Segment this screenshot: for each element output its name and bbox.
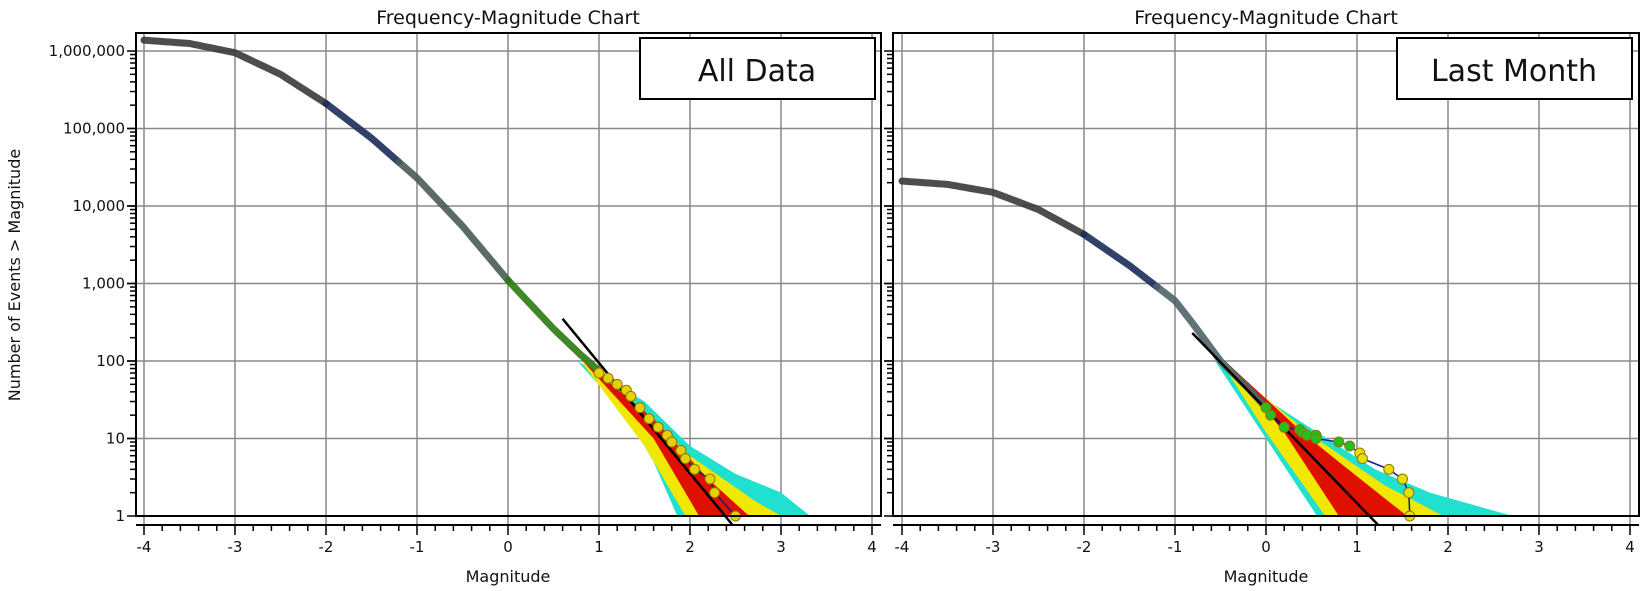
left-chart-plot: -4 -3 -2 -1 0 1 2 3 4 1 10 100 1,000 10,000 100,000 1,0… xyxy=(49,32,882,556)
data-point xyxy=(679,453,691,465)
data-point xyxy=(1265,409,1277,421)
cumulative-curve-segment xyxy=(140,36,330,108)
data-point xyxy=(689,463,701,475)
y-tick-label: 1,000,000 xyxy=(49,42,125,60)
data-point xyxy=(1397,473,1408,485)
left-chart-title: Frequency-Magnitude Chart xyxy=(376,7,640,29)
all-data-label: All Data xyxy=(698,54,816,89)
data-point xyxy=(625,390,637,402)
data-point xyxy=(1310,433,1322,444)
x-tick-label: 4 xyxy=(867,538,877,556)
plot-frame xyxy=(135,32,882,517)
x-tick-label: 2 xyxy=(685,538,695,556)
last-month-label-box xyxy=(1396,37,1633,100)
data-point xyxy=(1301,429,1313,441)
y-tick-label: 100,000 xyxy=(63,120,125,138)
data-point xyxy=(1333,436,1345,448)
right-x-axis-label: Magnitude xyxy=(1224,567,1309,586)
data-point xyxy=(1356,453,1368,465)
data-point xyxy=(666,436,678,448)
data-point xyxy=(611,378,623,390)
x-tick-label: 3 xyxy=(776,538,786,556)
y-tick-label: 10 xyxy=(106,430,125,448)
data-point xyxy=(643,413,655,425)
data-point xyxy=(1278,421,1290,433)
cumulative-curve-segment xyxy=(1080,230,1161,291)
last-month-label: Last Month xyxy=(1431,54,1597,89)
data-point xyxy=(1403,487,1415,499)
x-tick-label: -2 xyxy=(319,538,334,556)
y-tick-label: 100 xyxy=(96,352,125,370)
y-axis-label: Number of Events > Magnitude xyxy=(5,149,24,401)
data-point xyxy=(1383,463,1395,475)
x-tick-label: 1 xyxy=(1352,538,1362,556)
data-point xyxy=(602,372,614,384)
x-tick-label: -4 xyxy=(895,538,910,556)
y-tick-label: 1,000 xyxy=(82,275,125,293)
data-point xyxy=(652,421,664,433)
x-tick-label: 4 xyxy=(1625,538,1635,556)
cumulative-curve-segment xyxy=(898,177,1088,238)
x-tick-label: -4 xyxy=(137,538,152,556)
plot-frame xyxy=(892,32,1640,517)
plot-content xyxy=(140,36,811,525)
data-point xyxy=(675,445,687,457)
right-chart-title: Frequency-Magnitude Chart xyxy=(1134,7,1398,29)
all-data-label-box xyxy=(639,37,876,100)
x-tick-label: 0 xyxy=(503,538,513,556)
data-point xyxy=(1344,440,1356,452)
left-x-axis-label: Magnitude xyxy=(466,567,551,586)
x-tick-label: 1 xyxy=(594,538,604,556)
data-point xyxy=(634,402,646,414)
x-tick-label: -2 xyxy=(1077,538,1092,556)
x-tick-label: 2 xyxy=(1443,538,1453,556)
cumulative-curve-segment xyxy=(395,158,512,284)
y-tick-label: 1 xyxy=(115,507,125,525)
right-chart-plot: -4 -3 -2 -1 0 1 2 3 4 xyxy=(884,32,1640,556)
x-tick-label: -1 xyxy=(410,538,425,556)
cumulative-curve-segment xyxy=(1153,283,1270,412)
points-connector xyxy=(1265,407,1411,517)
data-point xyxy=(709,487,721,499)
cumulative-curve-segment xyxy=(504,276,603,375)
data-point xyxy=(593,367,605,379)
x-tick-label: 3 xyxy=(1534,538,1544,556)
x-tick-label: -3 xyxy=(986,538,1001,556)
data-point xyxy=(704,473,716,485)
x-tick-label: 0 xyxy=(1261,538,1271,556)
plot-content xyxy=(898,177,1513,525)
simulation-envelope-cyan xyxy=(577,361,811,516)
y-tick-label: 10,000 xyxy=(73,197,126,215)
x-tick-label: -1 xyxy=(1168,538,1183,556)
x-tick-label: -3 xyxy=(228,538,243,556)
cumulative-curve-segment xyxy=(322,100,403,166)
